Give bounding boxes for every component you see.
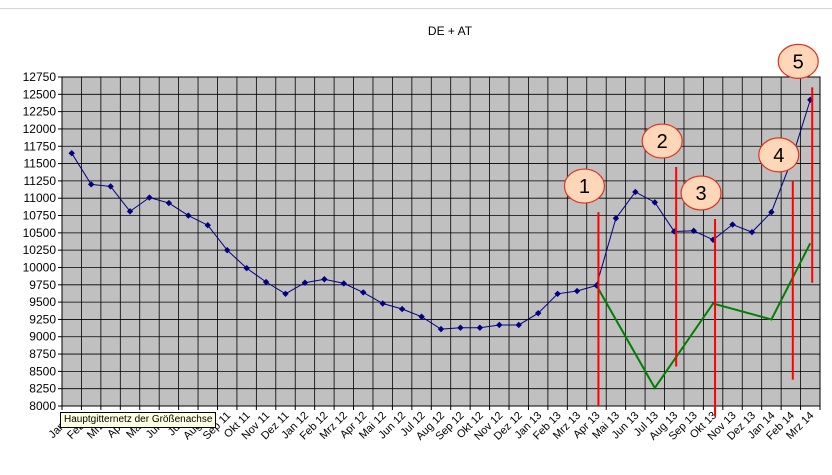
data-point xyxy=(204,222,211,229)
data-point xyxy=(107,183,114,190)
data-point xyxy=(418,313,425,320)
series-line-green xyxy=(595,242,812,390)
data-point xyxy=(554,290,561,297)
data-point xyxy=(87,181,95,188)
data-point xyxy=(224,246,231,254)
y-tick-label: 8250 xyxy=(29,382,56,396)
data-point xyxy=(632,188,639,196)
data-point xyxy=(768,208,775,216)
callout-label-2: 2 xyxy=(657,131,668,153)
data-point xyxy=(807,96,814,104)
data-point xyxy=(671,228,678,235)
data-point xyxy=(651,199,658,206)
callout-3 xyxy=(680,175,722,211)
data-point xyxy=(165,199,173,207)
y-tick-label: 10250 xyxy=(23,243,57,257)
y-tick-label: 10750 xyxy=(23,209,57,223)
callout-label-3: 3 xyxy=(695,183,706,205)
data-point xyxy=(146,194,153,201)
data-point xyxy=(573,287,581,295)
y-tick-label: 12500 xyxy=(23,87,57,101)
y-tick-label: 12000 xyxy=(23,122,57,136)
callout-label-1: 1 xyxy=(579,176,590,198)
chart-title: DE + AT xyxy=(427,24,473,38)
data-point xyxy=(262,278,270,286)
data-point xyxy=(301,279,309,286)
y-tick-label: 9250 xyxy=(29,312,56,326)
y-tick-label: 11750 xyxy=(24,139,57,153)
y-tick-label: 9000 xyxy=(29,330,56,344)
spreadsheet-cell-strip xyxy=(0,0,832,9)
data-point xyxy=(437,325,445,333)
data-point xyxy=(729,221,736,228)
y-tick-label: 11000 xyxy=(24,191,57,205)
gridline-tooltip: Hauptgitternetz der Größenachse xyxy=(60,412,217,428)
y-tick-label: 9750 xyxy=(29,278,56,292)
data-point xyxy=(690,227,697,234)
data-point xyxy=(282,290,289,297)
data-point xyxy=(379,300,386,307)
data-point xyxy=(68,149,75,157)
data-point xyxy=(709,236,717,243)
y-tick-label: 8000 xyxy=(29,399,56,413)
data-point xyxy=(515,321,522,329)
y-tick-label: 10000 xyxy=(23,260,57,274)
data-point xyxy=(340,280,348,287)
callout-label-4: 4 xyxy=(773,145,784,167)
callout-2 xyxy=(641,123,683,159)
data-point xyxy=(243,264,250,272)
data-point xyxy=(185,212,192,219)
data-point xyxy=(398,305,406,313)
callout-4 xyxy=(758,137,800,173)
y-tick-label: 10500 xyxy=(23,226,57,240)
y-tick-label: 11250 xyxy=(24,174,57,188)
data-point xyxy=(534,309,542,317)
y-tick-label: 8750 xyxy=(29,347,56,361)
data-point xyxy=(321,276,328,283)
data-point xyxy=(748,228,756,236)
data-point xyxy=(496,321,503,329)
data-point xyxy=(457,324,464,331)
callout-label-5: 5 xyxy=(793,51,804,73)
plot-area xyxy=(61,76,821,407)
y-tick-label: 8500 xyxy=(29,364,56,378)
y-tick-label: 11500 xyxy=(24,157,57,171)
data-point xyxy=(612,215,620,222)
data-point xyxy=(360,289,367,296)
data-point xyxy=(126,208,134,215)
y-tick-label: 12750 xyxy=(23,70,57,84)
data-point xyxy=(476,324,484,331)
y-tick-label: 9500 xyxy=(29,295,56,309)
y-tick-label: 12250 xyxy=(23,105,57,119)
callout-1 xyxy=(563,168,606,204)
callout-5 xyxy=(777,43,819,79)
